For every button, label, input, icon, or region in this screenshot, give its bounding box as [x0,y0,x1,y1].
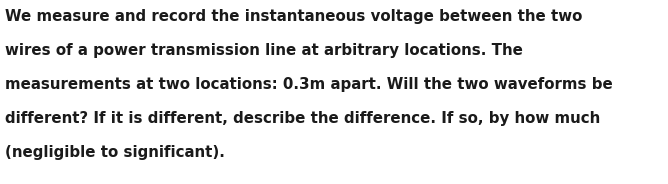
Text: (negligible to significant).: (negligible to significant). [5,145,225,160]
Text: different? If it is different, describe the difference. If so, by how much: different? If it is different, describe … [5,111,601,126]
Text: wires of a power transmission line at arbitrary locations. The: wires of a power transmission line at ar… [5,43,523,58]
Text: We measure and record the instantaneous voltage between the two: We measure and record the instantaneous … [5,9,582,24]
Text: measurements at two locations: 0.3m apart. Will the two waveforms be: measurements at two locations: 0.3m apar… [5,77,613,92]
